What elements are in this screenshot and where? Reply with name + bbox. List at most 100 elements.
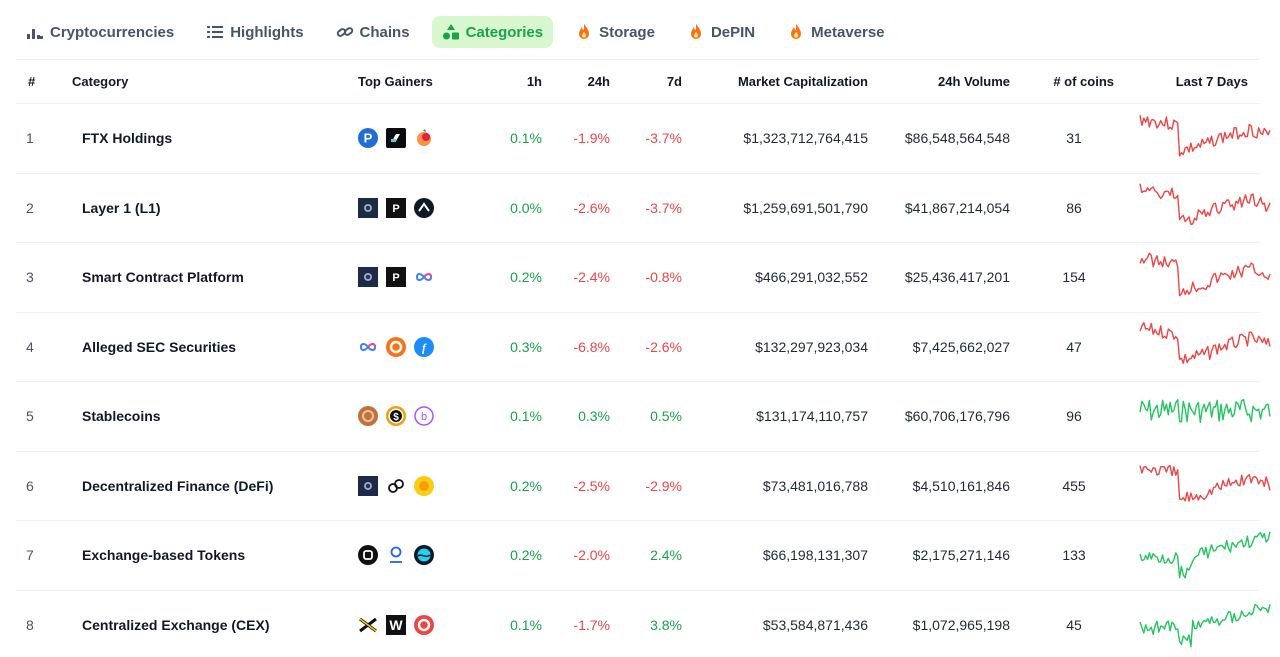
- tab-label: Chains: [359, 23, 410, 41]
- last-7-days-cell: [1126, 451, 1271, 521]
- person-coin-icon[interactable]: [386, 545, 406, 565]
- change-1h: 0.1%: [510, 616, 542, 633]
- dark-square-coin-icon[interactable]: [358, 267, 378, 288]
- volume-24h: $1,072,965,198: [912, 616, 1010, 633]
- bronze-coin-icon[interactable]: [358, 406, 378, 427]
- category-header[interactable]: Category: [72, 74, 129, 89]
- tab-highlights[interactable]: Highlights: [196, 16, 313, 48]
- dark-square-coin-icon[interactable]: [358, 197, 378, 218]
- table-row[interactable]: 1 FTX Holdings P 0.1% -1.9% -3.7% $1,323,712,7…: [16, 104, 1271, 174]
- coin-count: 154: [1062, 269, 1086, 286]
- sparkline-chart: [1139, 183, 1271, 225]
- category-name-link[interactable]: Smart Contract Platform: [82, 269, 244, 286]
- svg-text:$: $: [393, 412, 399, 423]
- tab-label: DePIN: [710, 23, 756, 41]
- orange-ring-coin-icon[interactable]: [386, 336, 406, 357]
- tab-label: Metaverse: [811, 23, 885, 41]
- tab-cryptocurrencies[interactable]: Cryptocurrencies: [16, 16, 184, 48]
- volume-24h: $4,510,161,846: [912, 477, 1010, 494]
- svg-text:P: P: [392, 272, 399, 284]
- market-cap: $1,259,691,501,790: [743, 199, 868, 216]
- row-rank: 8: [26, 616, 34, 633]
- change-7d-header[interactable]: 7d: [666, 74, 682, 89]
- change-1h: 0.1%: [510, 130, 542, 147]
- coin-count: 47: [1066, 338, 1082, 355]
- category-name-link[interactable]: Centralized Exchange (CEX): [82, 616, 270, 633]
- category-name-link[interactable]: Layer 1 (L1): [82, 199, 161, 216]
- sparkline-chart: [1139, 531, 1271, 579]
- coin-count: 455: [1062, 477, 1086, 494]
- sparkline-chart: [1139, 603, 1271, 648]
- yellow-x-coin-icon[interactable]: [358, 615, 378, 635]
- top-gainers: P: [354, 173, 472, 243]
- market-cap-header[interactable]: Market Capitalization: [737, 74, 868, 89]
- infinity-coin-icon[interactable]: [358, 337, 378, 357]
- change-24h: -2.6%: [573, 199, 610, 216]
- last-7-days-cell: [1126, 173, 1271, 243]
- tab-storage[interactable]: Storage: [565, 16, 665, 48]
- serum-coin-icon[interactable]: [414, 128, 434, 148]
- market-cap: $132,297,923,034: [755, 338, 868, 355]
- tab-metaverse[interactable]: Metaverse: [777, 16, 894, 48]
- black-p-coin-icon[interactable]: P: [386, 267, 406, 288]
- change-7d: -0.8%: [645, 269, 682, 286]
- tab-depin[interactable]: DePIN: [677, 16, 765, 48]
- change-24h: -2.4%: [573, 269, 610, 286]
- category-name-link[interactable]: FTX Holdings: [82, 130, 173, 147]
- arrow-coin-icon[interactable]: [414, 197, 434, 218]
- ftx-token-icon[interactable]: [386, 128, 406, 149]
- black-w-coin-icon[interactable]: W: [386, 614, 406, 635]
- svg-text:f: f: [422, 340, 427, 354]
- table-row[interactable]: 7 Exchange-based Tokens 0.2% -2.0% 2.4% $66,1…: [16, 521, 1271, 591]
- change-24h: 0.3%: [578, 408, 610, 425]
- table-row[interactable]: 8 Centralized Exchange (CEX) W 0.1% -1.7% 3.8…: [16, 590, 1271, 657]
- tab-label: Storage: [599, 23, 655, 41]
- tab-categories[interactable]: Categories: [431, 16, 554, 48]
- category-name-link[interactable]: Decentralized Finance (DeFi): [82, 477, 274, 494]
- tab-label: Cryptocurrencies: [50, 23, 175, 41]
- change-7d: 3.8%: [650, 616, 682, 633]
- category-name-link[interactable]: Stablecoins: [82, 408, 161, 425]
- bar-chart-icon: [26, 23, 44, 41]
- change-1h: 0.2%: [510, 269, 542, 286]
- sparkline-chart: [1139, 399, 1271, 424]
- pocket-network-coin-icon[interactable]: P: [358, 128, 378, 149]
- table-row[interactable]: 6 Decentralized Finance (DeFi) 0.2% -2.5% -2…: [16, 451, 1271, 521]
- top-gainers: [354, 521, 472, 591]
- purple-b-coin-icon[interactable]: b: [414, 406, 434, 426]
- rank-header[interactable]: #: [28, 74, 36, 89]
- volume-24h: $2,175,271,146: [912, 547, 1010, 564]
- black-square-coin-icon[interactable]: [358, 545, 378, 566]
- category-name-link[interactable]: Alleged SEC Securities: [82, 338, 237, 355]
- infinity-coin-icon[interactable]: [414, 267, 434, 287]
- change-24h: -2.5%: [573, 477, 610, 494]
- sparkline-chart: [1139, 115, 1271, 157]
- red-ring-coin-icon[interactable]: [414, 614, 434, 635]
- volume-24h: $86,548,564,548: [904, 130, 1010, 147]
- change-1h: 0.2%: [510, 547, 542, 564]
- teal-sphere-coin-icon[interactable]: [414, 545, 434, 566]
- change-24h-header[interactable]: 24h: [587, 74, 610, 89]
- swirl-coin-icon[interactable]: [386, 476, 406, 496]
- coin-count-header[interactable]: # of coins: [1053, 74, 1114, 89]
- coin-count: 96: [1066, 408, 1082, 425]
- top-gainers: P: [354, 104, 472, 174]
- table-row[interactable]: 2 Layer 1 (L1) P 0.0% -2.6% -3.7% $1,259,691,5…: [16, 173, 1271, 243]
- change-1h: 0.1%: [510, 408, 542, 425]
- change-7d: -3.7%: [645, 199, 682, 216]
- gold-coin-icon[interactable]: [414, 475, 434, 496]
- table-row[interactable]: 4 Alleged SEC Securities f 0.3% -6.8% -2.6% $1…: [16, 312, 1271, 382]
- table-row[interactable]: 3 Smart Contract Platform P 0.2% -2.4% -0.8% $…: [16, 243, 1271, 313]
- black-p-coin-icon[interactable]: P: [386, 197, 406, 218]
- last-7-days-cell: [1126, 312, 1271, 382]
- dollar-coin-icon[interactable]: $: [386, 406, 406, 427]
- dark-square-coin-icon[interactable]: [358, 475, 378, 496]
- category-name-link[interactable]: Exchange-based Tokens: [82, 547, 246, 564]
- blue-f-coin-icon[interactable]: f: [414, 336, 434, 357]
- market-cap: $73,481,016,788: [762, 477, 868, 494]
- table-row[interactable]: 5 Stablecoins $ b 0.1% 0.3% 0.5% $131,174,110,7…: [16, 382, 1271, 451]
- volume-24h-header[interactable]: 24h Volume: [937, 74, 1010, 89]
- top-gainers: P: [354, 243, 472, 313]
- change-1h-header[interactable]: 1h: [526, 74, 542, 89]
- tab-chains[interactable]: Chains: [326, 16, 420, 48]
